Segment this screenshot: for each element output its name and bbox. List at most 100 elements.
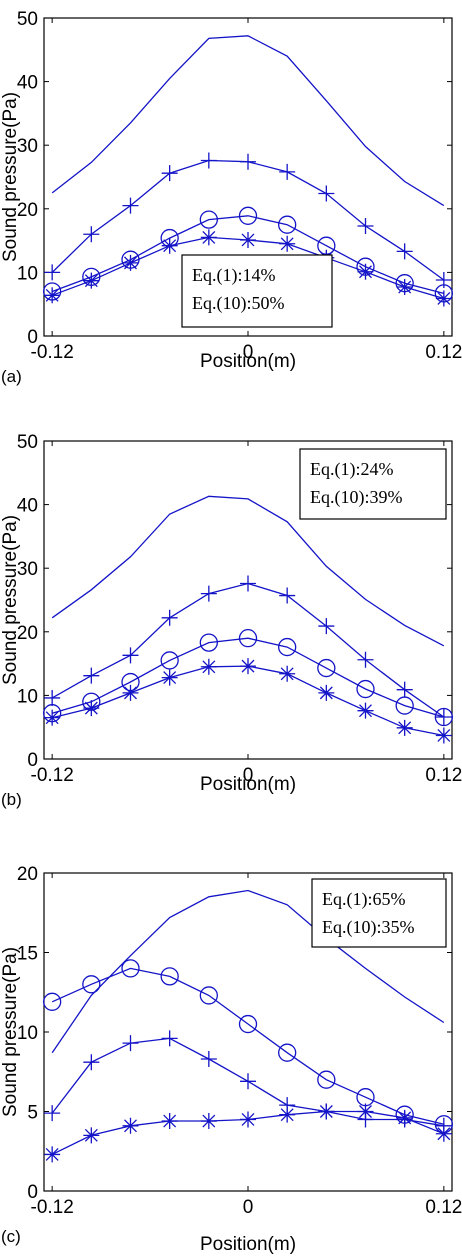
data-point-circle (278, 637, 297, 657)
series-line (51, 35, 445, 207)
data-point-asterisk (396, 719, 413, 736)
annotation-box: Eq.(1):65% Eq.(10):35% (311, 878, 447, 948)
data-point-asterisk (435, 290, 452, 307)
data-point-circle (199, 633, 218, 652)
data-point-circle (434, 707, 453, 727)
series-line (51, 967, 444, 1125)
data-point-asterisk (240, 1111, 256, 1128)
data-point-asterisk (357, 263, 374, 280)
y-tick-label: 20 (17, 200, 38, 221)
data-point-circle (160, 967, 179, 986)
series-none (51, 35, 445, 207)
data-point-plus (122, 1035, 139, 1052)
data-point-asterisk (161, 669, 178, 686)
data-point-plus (44, 264, 61, 281)
series-line (52, 665, 444, 737)
data-point-circle (43, 992, 62, 1011)
data-point-asterisk (44, 709, 61, 726)
data-point-asterisk (240, 658, 256, 675)
data-point-asterisk (279, 665, 296, 682)
data-point-plus (279, 163, 296, 180)
data-point-circle (317, 658, 336, 678)
data-point-plus (357, 651, 374, 668)
data-point-circle (356, 679, 375, 699)
data-point-plus (396, 681, 413, 698)
data-point-plus (83, 1054, 100, 1071)
data-point-plus (161, 165, 178, 182)
y-tick-label: 30 (17, 136, 38, 157)
data-point-plus (396, 243, 413, 260)
y-tick-label: 20 (17, 623, 38, 644)
data-point-circle (238, 629, 258, 648)
data-point-plus (318, 618, 335, 635)
y-tick-label: 5 (27, 1103, 38, 1124)
y-tick-label: 30 (17, 559, 38, 580)
y-axis-label: Sound pressure(Pa) (0, 947, 21, 1117)
data-point-asterisk (83, 700, 100, 717)
data-point-plus (161, 609, 178, 626)
x-tick-label: 0.12 (425, 1197, 462, 1218)
annotation-line: Eq.(1):65% (322, 889, 405, 910)
series-line (52, 637, 444, 718)
data-point-circle (121, 959, 140, 978)
x-axis-label: Position(m) (200, 1234, 296, 1255)
data-point-plus (161, 1030, 178, 1047)
series-circle (43, 959, 453, 1134)
data-point-plus (240, 153, 256, 170)
series-plus (44, 152, 452, 289)
data-point-circle (317, 1070, 336, 1089)
data-point-asterisk (396, 1109, 413, 1126)
data-point-asterisk (318, 684, 335, 701)
x-axis-label: Position(m) (200, 774, 296, 795)
data-point-asterisk (357, 1103, 374, 1120)
y-tick-label: 0 (27, 327, 38, 348)
data-point-asterisk (435, 1125, 452, 1142)
data-point-asterisk (161, 1113, 178, 1130)
series-none (51, 495, 445, 647)
data-point-asterisk (161, 237, 178, 254)
data-point-circle (160, 651, 179, 670)
data-point-asterisk (240, 231, 256, 248)
y-tick-label: 50 (17, 9, 38, 30)
data-point-asterisk (396, 279, 413, 296)
x-tick-label: 0 (243, 765, 254, 786)
x-tick-label: -0.12 (31, 1197, 74, 1218)
y-tick-label: 40 (17, 496, 38, 517)
data-point-circle (82, 975, 101, 994)
y-tick-label: 15 (17, 944, 38, 965)
x-tick-label: 0.12 (425, 342, 462, 363)
panel-label: (b) (1, 790, 22, 809)
data-point-plus (279, 587, 296, 604)
data-point-asterisk (44, 287, 61, 304)
y-tick-label: 50 (17, 432, 38, 453)
data-point-asterisk (357, 702, 374, 719)
y-tick-label: 10 (17, 1023, 38, 1044)
data-point-plus (122, 197, 139, 214)
annotation-line: Eq.(10):35% (322, 917, 414, 938)
x-tick-label: 0.12 (425, 765, 462, 786)
data-point-asterisk (200, 1113, 217, 1130)
data-point-asterisk (200, 658, 217, 675)
x-tick-label: 0 (243, 342, 254, 363)
data-point-plus (200, 585, 217, 602)
data-point-plus (435, 709, 452, 726)
x-axis-label: Position(m) (200, 351, 296, 372)
data-point-asterisk (318, 1103, 335, 1120)
series-asterisk (44, 658, 452, 744)
series-line (51, 215, 444, 295)
data-point-asterisk (122, 684, 139, 701)
data-point-asterisk (200, 229, 217, 246)
data-point-circle (199, 986, 218, 1005)
data-point-asterisk (44, 1146, 61, 1163)
data-point-circle (395, 696, 414, 715)
y-tick-label: 40 (17, 73, 38, 94)
data-point-circle (278, 215, 297, 234)
data-point-plus (83, 667, 100, 684)
data-point-plus (435, 272, 452, 289)
data-point-asterisk (279, 1106, 296, 1123)
data-point-circle (278, 1043, 297, 1062)
x-tick-label: 0 (243, 1197, 254, 1218)
panel-label: (a) (1, 367, 22, 386)
